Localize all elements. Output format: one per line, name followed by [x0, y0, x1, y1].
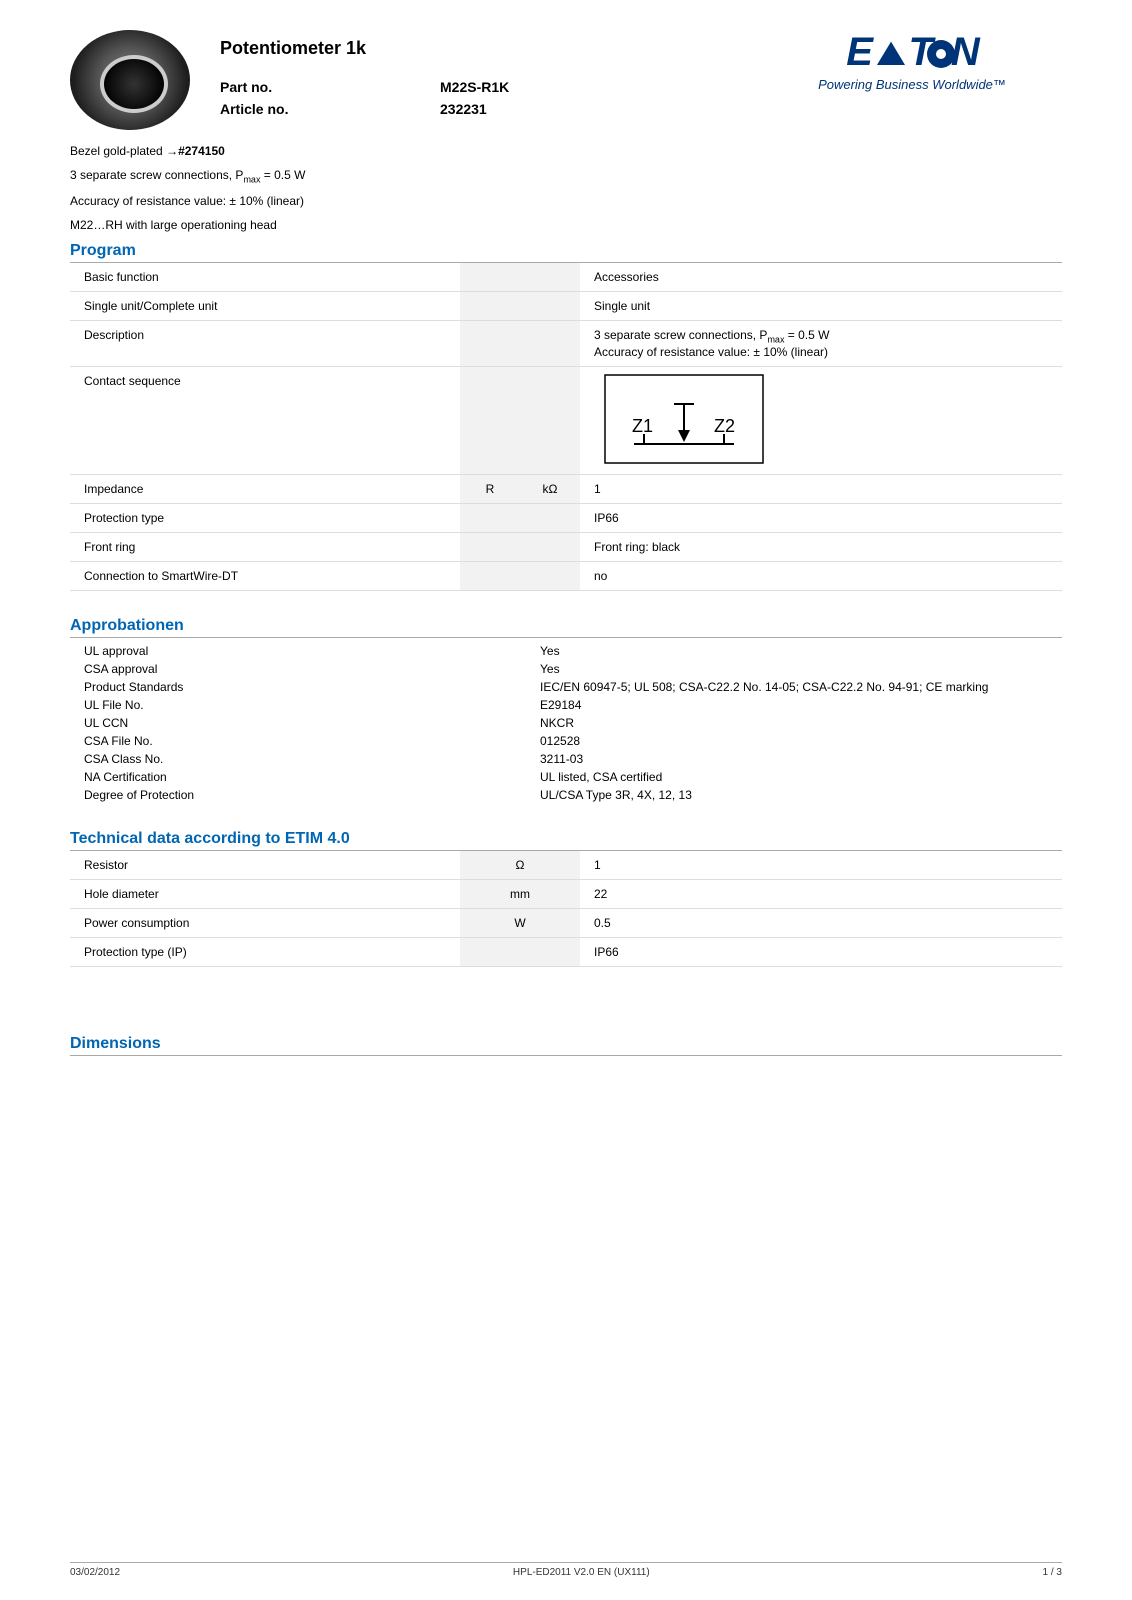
row-unit: mm	[460, 879, 580, 908]
approval-value: Yes	[540, 660, 1062, 678]
footer: 03/02/2012 HPL-ED2011 V2.0 EN (UX111) 1 …	[70, 1562, 1062, 1578]
row-label: Impedance	[70, 474, 460, 503]
program-table: Basic function Accessories Single unit/C…	[70, 263, 1062, 590]
etim-table: Resistor Ω 1 Hole diameter mm 22 Power c…	[70, 851, 1062, 967]
row-unit	[520, 263, 580, 292]
approval-label: CSA Class No.	[84, 750, 540, 768]
approval-label: Product Standards	[84, 678, 540, 696]
row-val: Accessories	[580, 263, 1062, 292]
page-title: Potentiometer 1k	[220, 38, 762, 59]
section-approbationen-title: Approbationen	[70, 617, 1062, 635]
section-dimensions-title: Dimensions	[70, 1035, 1062, 1053]
row-val: 1	[580, 474, 1062, 503]
row-label: Protection type	[70, 503, 460, 532]
row-sym	[460, 263, 520, 292]
approval-value: 012528	[540, 732, 1062, 750]
row-label: Resistor	[70, 851, 460, 880]
row-label: Power consumption	[70, 908, 460, 937]
svg-text:Z2: Z2	[714, 416, 735, 436]
articleno-label: Article no.	[220, 101, 440, 117]
row-val: 22	[580, 879, 1062, 908]
row-val: 1	[580, 851, 1062, 880]
row-label: Contact sequence	[70, 366, 460, 474]
row-label: Single unit/Complete unit	[70, 292, 460, 321]
row-label: Connection to SmartWire-DT	[70, 561, 460, 590]
row-unit: W	[460, 908, 580, 937]
approval-label: UL approval	[84, 642, 540, 660]
approval-value: E29184	[540, 696, 1062, 714]
approval-value: 3211-03	[540, 750, 1062, 768]
partno-label: Part no.	[220, 79, 440, 95]
approval-value: NKCR	[540, 714, 1062, 732]
row-label: Basic function	[70, 263, 460, 292]
notes: Bezel gold-plated →#274150 3 separate sc…	[70, 144, 1062, 232]
table-row: Basic function Accessories	[70, 263, 1062, 292]
arrow-icon: →#274150	[166, 144, 225, 158]
articleno-value: 232231	[440, 101, 487, 117]
row-label: Description	[70, 321, 460, 366]
footer-date: 03/02/2012	[70, 1567, 120, 1578]
footer-page: 1 / 3	[1043, 1567, 1062, 1578]
row-label: Protection type (IP)	[70, 937, 460, 966]
section-etim-title: Technical data according to ETIM 4.0	[70, 830, 1062, 848]
approval-label: UL CCN	[84, 714, 540, 732]
row-val: 0.5	[580, 908, 1062, 937]
approval-value: UL/CSA Type 3R, 4X, 12, 13	[540, 786, 1062, 804]
table-row: Protection type IP66	[70, 503, 1062, 532]
row-unit: Ω	[460, 851, 580, 880]
tagline: Powering Business Worldwide™	[762, 77, 1062, 92]
approval-value: IEC/EN 60947-5; UL 508; CSA-C22.2 No. 14…	[540, 678, 1062, 696]
row-val: Front ring: black	[580, 532, 1062, 561]
logo-area: E▲TN Powering Business Worldwide™	[762, 30, 1062, 92]
header-center: Potentiometer 1k Part no. M22S-R1K Artic…	[220, 30, 762, 123]
section-program-title: Program	[70, 242, 1062, 260]
row-unit	[460, 937, 580, 966]
row-val: 3 separate screw connections, Pmax = 0.5…	[580, 321, 1062, 366]
approval-values: Yes Yes IEC/EN 60947-5; UL 508; CSA-C22.…	[540, 642, 1062, 804]
approval-label: Degree of Protection	[84, 786, 540, 804]
row-val: no	[580, 561, 1062, 590]
footer-docid: HPL-ED2011 V2.0 EN (UX111)	[513, 1567, 650, 1578]
table-row: Power consumption W 0.5	[70, 908, 1062, 937]
partno-row: Part no. M22S-R1K	[220, 79, 762, 95]
table-row: Description 3 separate screw connections…	[70, 321, 1062, 366]
row-label: Front ring	[70, 532, 460, 561]
approvals-block: UL approval CSA approval Product Standar…	[70, 642, 1062, 804]
table-row-contact-sequence: Contact sequence Z1 Z2	[70, 366, 1062, 474]
product-image	[70, 30, 190, 130]
row-val: IP66	[580, 503, 1062, 532]
table-row: Hole diameter mm 22	[70, 879, 1062, 908]
note-screw: 3 separate screw connections, Pmax = 0.5…	[70, 168, 1062, 184]
row-label: Hole diameter	[70, 879, 460, 908]
row-unit: kΩ	[520, 474, 580, 503]
row-val: IP66	[580, 937, 1062, 966]
section-rule	[70, 1055, 1062, 1056]
table-row: Single unit/Complete unit Single unit	[70, 292, 1062, 321]
row-val: Single unit	[580, 292, 1062, 321]
contact-sequence-svg: Z1 Z2	[604, 374, 764, 464]
table-row: Resistor Ω 1	[70, 851, 1062, 880]
note-m22rh: M22…RH with large operationing head	[70, 218, 1062, 232]
contact-sequence-diagram: Z1 Z2	[580, 366, 1062, 474]
approval-value: Yes	[540, 642, 1062, 660]
approval-label: CSA File No.	[84, 732, 540, 750]
table-row: Front ring Front ring: black	[70, 532, 1062, 561]
approval-value: UL listed, CSA certified	[540, 768, 1062, 786]
table-row: Protection type (IP) IP66	[70, 937, 1062, 966]
eaton-logo: E▲TN	[762, 30, 1062, 75]
section-rule	[70, 637, 1062, 638]
note-bezel: Bezel gold-plated →#274150	[70, 144, 1062, 158]
svg-text:Z1: Z1	[632, 416, 653, 436]
row-sym: R	[460, 474, 520, 503]
table-row: Impedance R kΩ 1	[70, 474, 1062, 503]
approval-label: UL File No.	[84, 696, 540, 714]
partno-value: M22S-R1K	[440, 79, 509, 95]
table-row: Connection to SmartWire-DT no	[70, 561, 1062, 590]
note-accuracy: Accuracy of resistance value: ± 10% (lin…	[70, 194, 1062, 208]
header: Potentiometer 1k Part no. M22S-R1K Artic…	[70, 30, 1062, 130]
approval-label: CSA approval	[84, 660, 540, 678]
approval-label: NA Certification	[84, 768, 540, 786]
approval-labels: UL approval CSA approval Product Standar…	[70, 642, 540, 804]
articleno-row: Article no. 232231	[220, 101, 762, 117]
